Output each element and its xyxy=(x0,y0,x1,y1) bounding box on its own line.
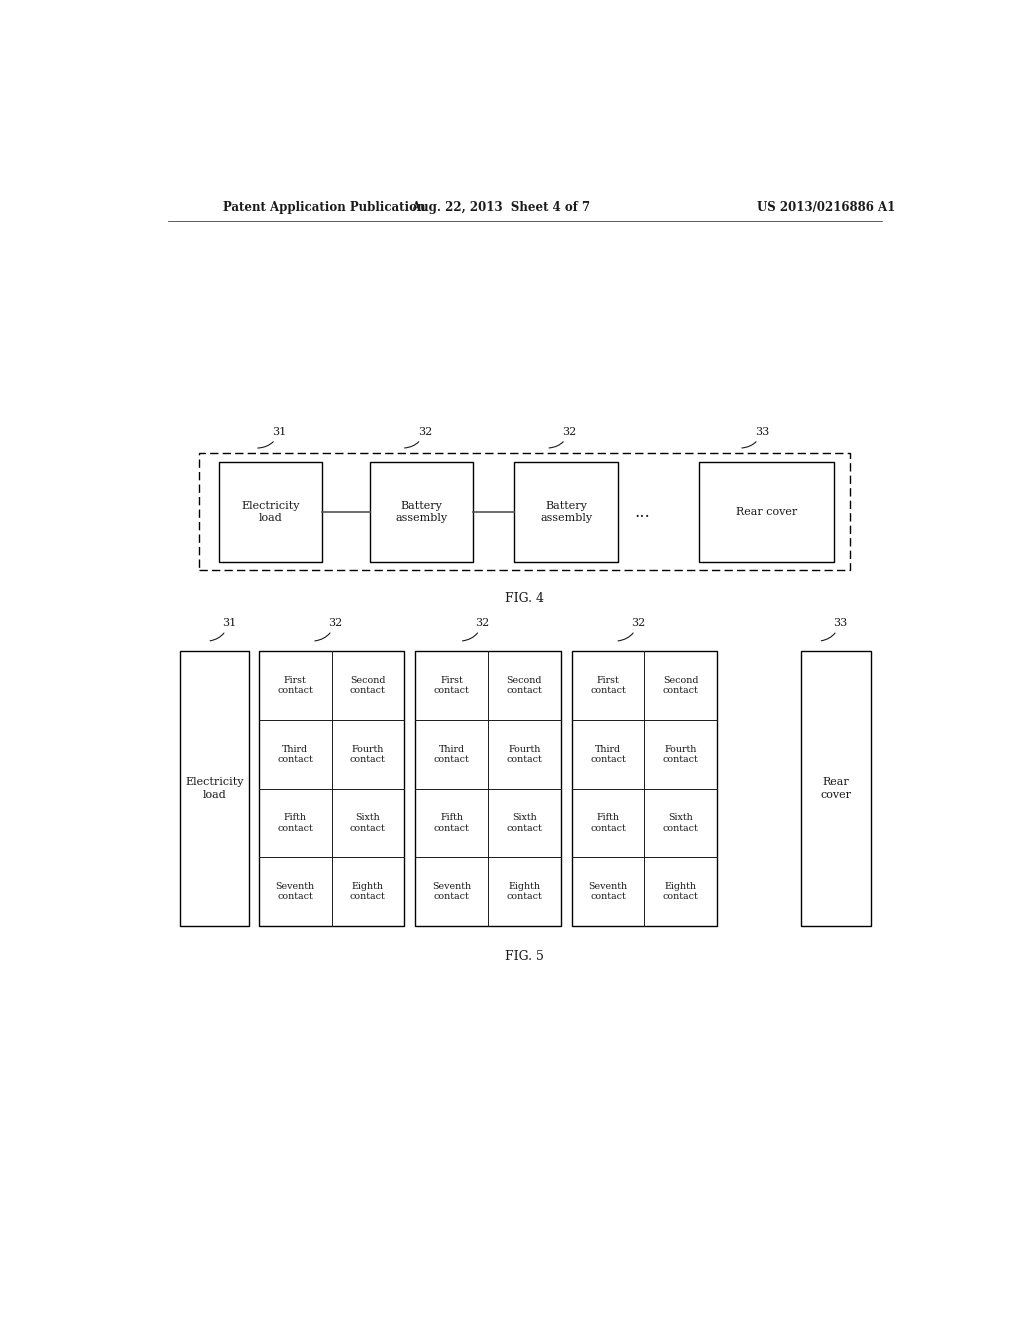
Text: Fifth
contact: Fifth contact xyxy=(278,813,313,833)
Bar xyxy=(571,651,717,925)
Text: FIG. 4: FIG. 4 xyxy=(505,591,545,605)
Text: First
contact: First contact xyxy=(278,676,313,696)
Text: First
contact: First contact xyxy=(590,676,626,696)
Text: Seventh
contact: Seventh contact xyxy=(275,882,314,902)
Text: Eighth
contact: Eighth contact xyxy=(506,882,542,902)
Text: Sixth
contact: Sixth contact xyxy=(350,813,386,833)
Text: Electricity
load: Electricity load xyxy=(242,500,300,523)
Bar xyxy=(179,651,250,925)
Text: Third
contact: Third contact xyxy=(434,744,469,764)
Text: First
contact: First contact xyxy=(434,676,469,696)
Text: Patent Application Publication: Patent Application Publication xyxy=(223,201,426,214)
Text: 31: 31 xyxy=(258,426,287,447)
Text: Seventh
contact: Seventh contact xyxy=(589,882,628,902)
Text: Rear
cover: Rear cover xyxy=(820,777,851,800)
Text: 33: 33 xyxy=(741,426,769,447)
Text: 32: 32 xyxy=(549,426,577,447)
Text: 32: 32 xyxy=(463,618,489,642)
Text: Second
contact: Second contact xyxy=(663,676,698,696)
Text: Second
contact: Second contact xyxy=(506,676,542,696)
Text: Aug. 22, 2013  Sheet 4 of 7: Aug. 22, 2013 Sheet 4 of 7 xyxy=(412,201,591,214)
Text: Eighth
contact: Eighth contact xyxy=(350,882,386,902)
Text: Rear cover: Rear cover xyxy=(736,507,798,517)
Bar xyxy=(416,651,560,925)
Text: Second
contact: Second contact xyxy=(350,676,386,696)
Text: Fourth
contact: Fourth contact xyxy=(506,744,542,764)
Text: Sixth
contact: Sixth contact xyxy=(663,813,698,833)
Text: Third
contact: Third contact xyxy=(278,744,313,764)
Text: FIG. 5: FIG. 5 xyxy=(506,950,544,962)
Text: 31: 31 xyxy=(210,618,236,640)
Bar xyxy=(370,462,473,562)
Text: Fifth
contact: Fifth contact xyxy=(434,813,469,833)
Text: ...: ... xyxy=(635,504,650,520)
Text: Eighth
contact: Eighth contact xyxy=(663,882,698,902)
Bar xyxy=(219,462,323,562)
Text: US 2013/0216886 A1: US 2013/0216886 A1 xyxy=(757,201,896,214)
Text: 33: 33 xyxy=(821,618,847,640)
Text: Sixth
contact: Sixth contact xyxy=(506,813,542,833)
Text: Fourth
contact: Fourth contact xyxy=(663,744,698,764)
Text: 32: 32 xyxy=(314,618,342,642)
Bar xyxy=(699,462,835,562)
Text: Fourth
contact: Fourth contact xyxy=(350,744,386,764)
Bar xyxy=(801,651,870,925)
Text: 32: 32 xyxy=(618,618,645,642)
Text: Seventh
contact: Seventh contact xyxy=(432,882,471,902)
Text: Third
contact: Third contact xyxy=(590,744,626,764)
Bar xyxy=(514,462,617,562)
Text: Fifth
contact: Fifth contact xyxy=(590,813,626,833)
Text: Battery
assembly: Battery assembly xyxy=(395,500,447,523)
Bar xyxy=(259,651,404,925)
Text: Electricity
load: Electricity load xyxy=(185,777,244,800)
Text: Battery
assembly: Battery assembly xyxy=(540,500,592,523)
Text: 32: 32 xyxy=(404,426,432,447)
Bar xyxy=(200,453,850,570)
